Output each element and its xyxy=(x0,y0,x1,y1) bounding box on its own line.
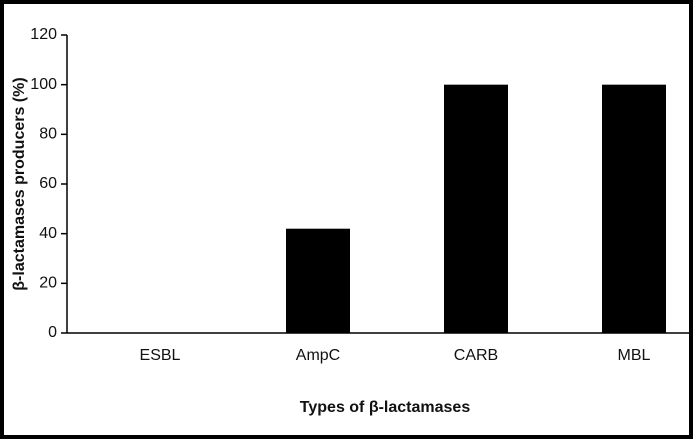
bar xyxy=(444,84,508,334)
y-tick-label: 40 xyxy=(39,225,57,242)
y-axis-title: β-lactamases producers (%) xyxy=(11,77,28,290)
bar xyxy=(286,228,350,333)
y-tick-label: 100 xyxy=(30,76,57,93)
x-tick-label: MBL xyxy=(618,347,651,364)
y-tick-label: 0 xyxy=(48,324,57,341)
x-tick-label: AmpC xyxy=(296,347,340,364)
x-tick-label: ESBL xyxy=(140,347,181,364)
x-tick-label: CARB xyxy=(454,347,498,364)
y-tick-label: 120 xyxy=(30,26,57,43)
y-tick-label: 80 xyxy=(39,126,57,143)
x-axis-title: Types of β-lactamases xyxy=(300,399,471,416)
bar xyxy=(602,84,666,334)
y-tick-label: 60 xyxy=(39,175,57,192)
y-tick-label: 20 xyxy=(39,275,57,292)
